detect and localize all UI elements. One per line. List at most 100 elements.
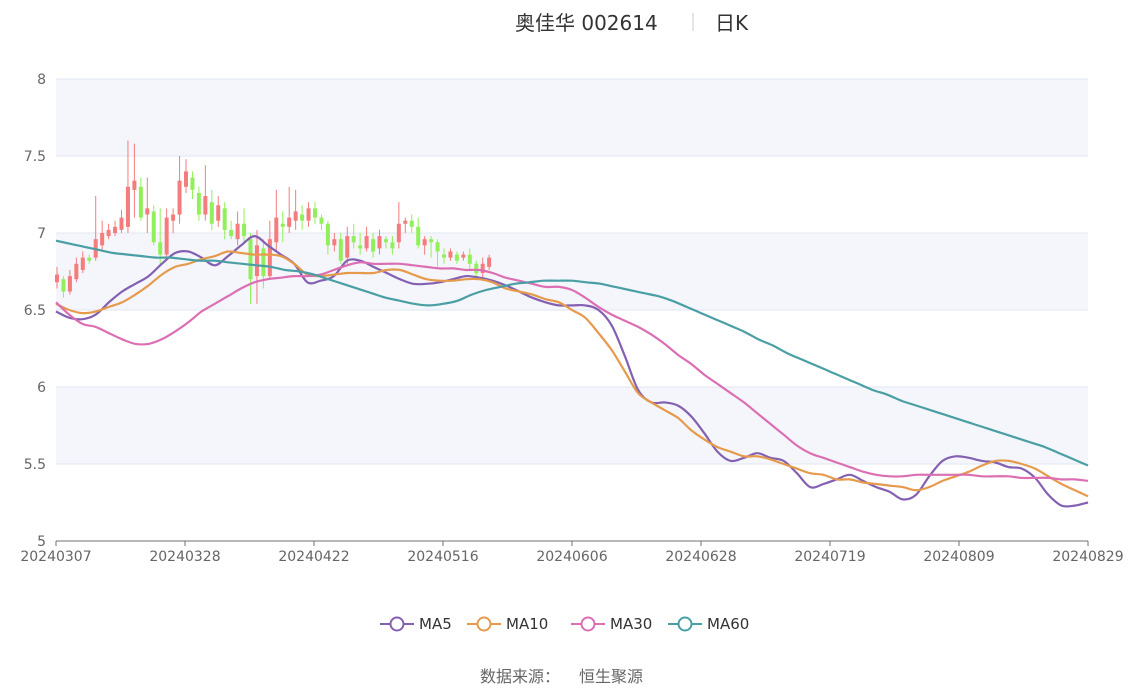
candle-body — [229, 229, 234, 237]
candle-body — [184, 171, 188, 187]
line-ma60 — [55, 239, 1089, 467]
candle-body — [422, 239, 427, 246]
candle-body — [209, 202, 214, 224]
candle-body — [119, 217, 124, 230]
candle-body — [87, 257, 92, 261]
candle-body — [345, 236, 350, 258]
grid-band — [56, 233, 1088, 310]
chart-title: 奥佳华 002614 — [515, 11, 658, 35]
candle-body — [396, 223, 401, 243]
source-value: 恒生聚源 — [579, 667, 643, 686]
candle-body — [138, 186, 143, 218]
x-tick-label: 20240328 — [149, 549, 220, 565]
candle-body — [435, 242, 440, 252]
candle-body — [364, 236, 369, 249]
candle-body — [113, 226, 118, 233]
y-tick-label: 5.5 — [24, 457, 46, 473]
y-tick-label: 8 — [37, 72, 46, 88]
candle-body — [358, 245, 363, 249]
candle-body — [177, 180, 182, 215]
x-tick-label: 20240516 — [407, 549, 478, 565]
x-tick-label: 20240829 — [1052, 549, 1123, 565]
x-tick-label: 20240606 — [536, 549, 607, 565]
candle-body — [480, 263, 485, 274]
candle-body — [222, 208, 227, 230]
legend-label: MA10 — [506, 615, 548, 633]
candle-body — [474, 263, 479, 274]
candle-body — [313, 208, 317, 218]
candle-body — [338, 239, 343, 261]
candle-body — [145, 208, 150, 215]
candle-body — [300, 214, 305, 221]
candle-body — [319, 217, 324, 224]
candle-body — [80, 257, 85, 270]
candle-body — [55, 274, 59, 283]
legend-item-ma10[interactable]: MA10 — [467, 615, 548, 633]
legend-label: MA30 — [610, 615, 652, 633]
candle-body — [325, 223, 330, 246]
legend-label: MA5 — [419, 615, 452, 633]
candle-body — [254, 245, 259, 277]
line-ma5 — [55, 234, 1089, 508]
y-tick-label: 7 — [37, 226, 46, 242]
legend-item-ma60[interactable]: MA60 — [668, 615, 749, 633]
candle-body — [267, 239, 272, 277]
candle-body — [429, 239, 434, 243]
candle-body — [203, 196, 208, 215]
candle-body — [461, 254, 466, 258]
source-label: 数据来源： — [480, 667, 560, 686]
candle-body — [151, 211, 156, 243]
candle-body — [125, 186, 130, 227]
y-tick-label: 6.5 — [24, 303, 46, 319]
candle-body — [409, 220, 414, 227]
x-tick-label: 20240719 — [794, 549, 865, 565]
candles — [55, 140, 492, 304]
candle-body — [190, 177, 195, 190]
grid-band — [56, 79, 1088, 156]
candle-body — [158, 242, 163, 255]
candle-body — [442, 254, 446, 258]
line-ma10 — [55, 250, 1089, 498]
legend-label: MA60 — [707, 615, 749, 633]
candle-body — [371, 239, 376, 252]
candle-body — [235, 223, 240, 240]
candle-body — [390, 242, 395, 249]
candle-body — [332, 239, 337, 246]
legend-item-ma30[interactable]: MA30 — [571, 615, 652, 633]
legend-swatch-marker — [677, 616, 693, 632]
legend[interactable]: MA5 MA10 MA30 MA60 — [380, 615, 749, 633]
candle-body — [306, 208, 311, 221]
line-ma30 — [55, 261, 1089, 482]
candle-body — [248, 239, 253, 280]
candle-body — [274, 217, 279, 243]
grid-band — [56, 387, 1088, 464]
candle-body — [67, 276, 72, 292]
x-tick-label: 20240422 — [278, 549, 349, 565]
legend-swatch-marker — [389, 616, 405, 632]
candle-body — [100, 233, 105, 246]
candle-body — [132, 180, 137, 190]
candle-body — [416, 226, 421, 246]
candle-body — [383, 239, 388, 243]
y-tick-label: 5 — [37, 534, 46, 550]
y-tick-label: 6 — [37, 380, 46, 396]
candle-body — [242, 223, 247, 237]
candle-body — [293, 211, 298, 221]
candle-body — [351, 236, 356, 243]
candle-body — [196, 192, 201, 215]
candle-body — [287, 217, 292, 227]
candle-body — [261, 248, 266, 277]
legend-item-ma5[interactable]: MA5 — [380, 615, 452, 633]
x-tick-label: 20240628 — [665, 549, 736, 565]
candle-body — [74, 263, 79, 280]
x-axis: 20240307 20240328 20240422 20240516 20240606… — [20, 540, 1124, 565]
legend-swatch-marker — [580, 616, 596, 632]
candle-body — [448, 251, 453, 258]
chart-period: 日K — [715, 11, 749, 35]
x-tick-label: 20240809 — [923, 549, 994, 565]
candle-body — [216, 205, 221, 221]
candle-body — [377, 236, 382, 249]
moving-average-lines — [55, 234, 1089, 508]
candle-body — [106, 229, 111, 237]
